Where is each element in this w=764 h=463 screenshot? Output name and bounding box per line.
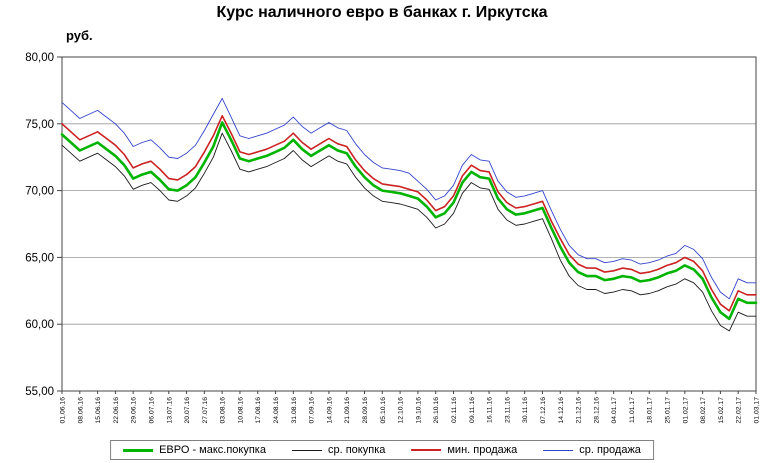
x-tick-label: 27.07.16 — [202, 397, 209, 424]
x-tick-label: 28.09.16 — [362, 397, 369, 424]
x-tick-label: 15.02.17 — [718, 397, 725, 424]
legend-label-sr-pokupka: ср. покупка — [327, 444, 386, 456]
x-tick-label: 28.12.16 — [593, 397, 600, 424]
legend-line-sample-sr-pokupka — [291, 449, 322, 451]
x-tick-label: 21.12.16 — [576, 397, 583, 424]
legend-line-sample-min-prodazha — [411, 449, 442, 451]
x-tick-label: 16.11.16 — [487, 397, 494, 423]
x-tick-label: 13.07.16 — [166, 397, 173, 424]
x-tick-label: 22.06.16 — [113, 397, 120, 424]
x-tick-label: 25.01.17 — [665, 397, 672, 424]
y-tick-label: 80,00 — [25, 52, 54, 64]
legend-label-evro-max-pokupka: ЕВРО - макс.покупка — [159, 444, 266, 456]
series-line-sr-prodazha — [61, 97, 757, 300]
x-tick-label: 02.11.16 — [451, 397, 458, 423]
x-tick-label: 07.09.16 — [309, 397, 316, 424]
chart-title: Курс наличного евро в банках г. Иркутска — [216, 4, 548, 21]
x-tick-label: 01.06.16 — [60, 397, 67, 424]
x-tick-label: 19.10.16 — [415, 397, 422, 424]
x-tick-label: 08.06.16 — [77, 397, 84, 424]
legend-item-sr-prodazha: ср. продажа — [543, 444, 641, 456]
series-line-sr-pokupka — [61, 132, 757, 332]
x-tick-label: 06.07.16 — [148, 397, 155, 424]
plot-border — [61, 56, 757, 392]
legend-item-sr-pokupka: ср. покупка — [291, 444, 386, 456]
x-tick-label: 12.10.16 — [398, 397, 405, 424]
x-tick-label: 14.09.16 — [326, 397, 333, 424]
series-line-min-prodazha — [61, 115, 757, 312]
x-tick-label: 20.07.16 — [184, 397, 191, 424]
x-tick-label: 01.03.17 — [754, 397, 761, 424]
x-tick-label: 10.08.16 — [237, 397, 244, 424]
x-tick-label: 18.01.17 — [647, 397, 654, 424]
x-tick-label: 21.09.16 — [344, 397, 351, 424]
x-tick-label: 17.08.16 — [255, 397, 262, 424]
legend-label-sr-prodazha: ср. продажа — [579, 444, 641, 456]
legend-label-min-prodazha: мин. продажа — [447, 444, 518, 456]
x-tick-label: 15.06.16 — [95, 397, 102, 424]
x-tick-label: 04.01.17 — [611, 397, 618, 424]
x-tick-label: 30.11.16 — [522, 397, 529, 423]
x-tick-label: 09.11.16 — [469, 397, 476, 423]
series-line-evro-max-pokupka — [60, 121, 758, 321]
x-tick-label: 29.06.16 — [131, 397, 138, 424]
x-tick-label: 08.02.17 — [700, 397, 707, 424]
legend-line-sample-evro-max-pokupka — [123, 448, 154, 452]
x-tick-label: 22.02.17 — [736, 397, 743, 424]
x-tick-label: 24.08.16 — [273, 397, 280, 424]
y-tick-label: 75,00 — [25, 119, 54, 131]
legend-line-sample-sr-prodazha — [543, 449, 574, 451]
x-tick-label: 05.10.16 — [380, 397, 387, 424]
x-tick-label: 11.01.17 — [629, 397, 636, 423]
x-tick-label: 01.02.17 — [682, 397, 689, 424]
y-tick-label: 55,00 — [25, 386, 54, 398]
x-tick-label: 26.10.16 — [433, 397, 440, 424]
x-tick-label: 07.12.16 — [540, 397, 547, 424]
legend-item-min-prodazha: мин. продажа — [411, 444, 517, 456]
y-tick-label: 65,00 — [25, 252, 54, 264]
x-tick-label: 14.12.16 — [558, 397, 565, 424]
x-tick-label: 23.11.16 — [504, 397, 511, 423]
y-tick-label: 60,00 — [25, 319, 54, 331]
x-tick-label: 31.08.16 — [291, 397, 298, 424]
x-tick-label: 03.08.16 — [220, 397, 227, 424]
y-axis-unit-label: руб. — [66, 28, 93, 43]
y-tick-label: 70,00 — [25, 186, 54, 198]
legend-item-evro-max-pokupka: ЕВРО - макс.покупка — [123, 444, 266, 456]
legend: ЕВРО - макс.покупка ср. покупка мин. прода… — [110, 440, 654, 460]
